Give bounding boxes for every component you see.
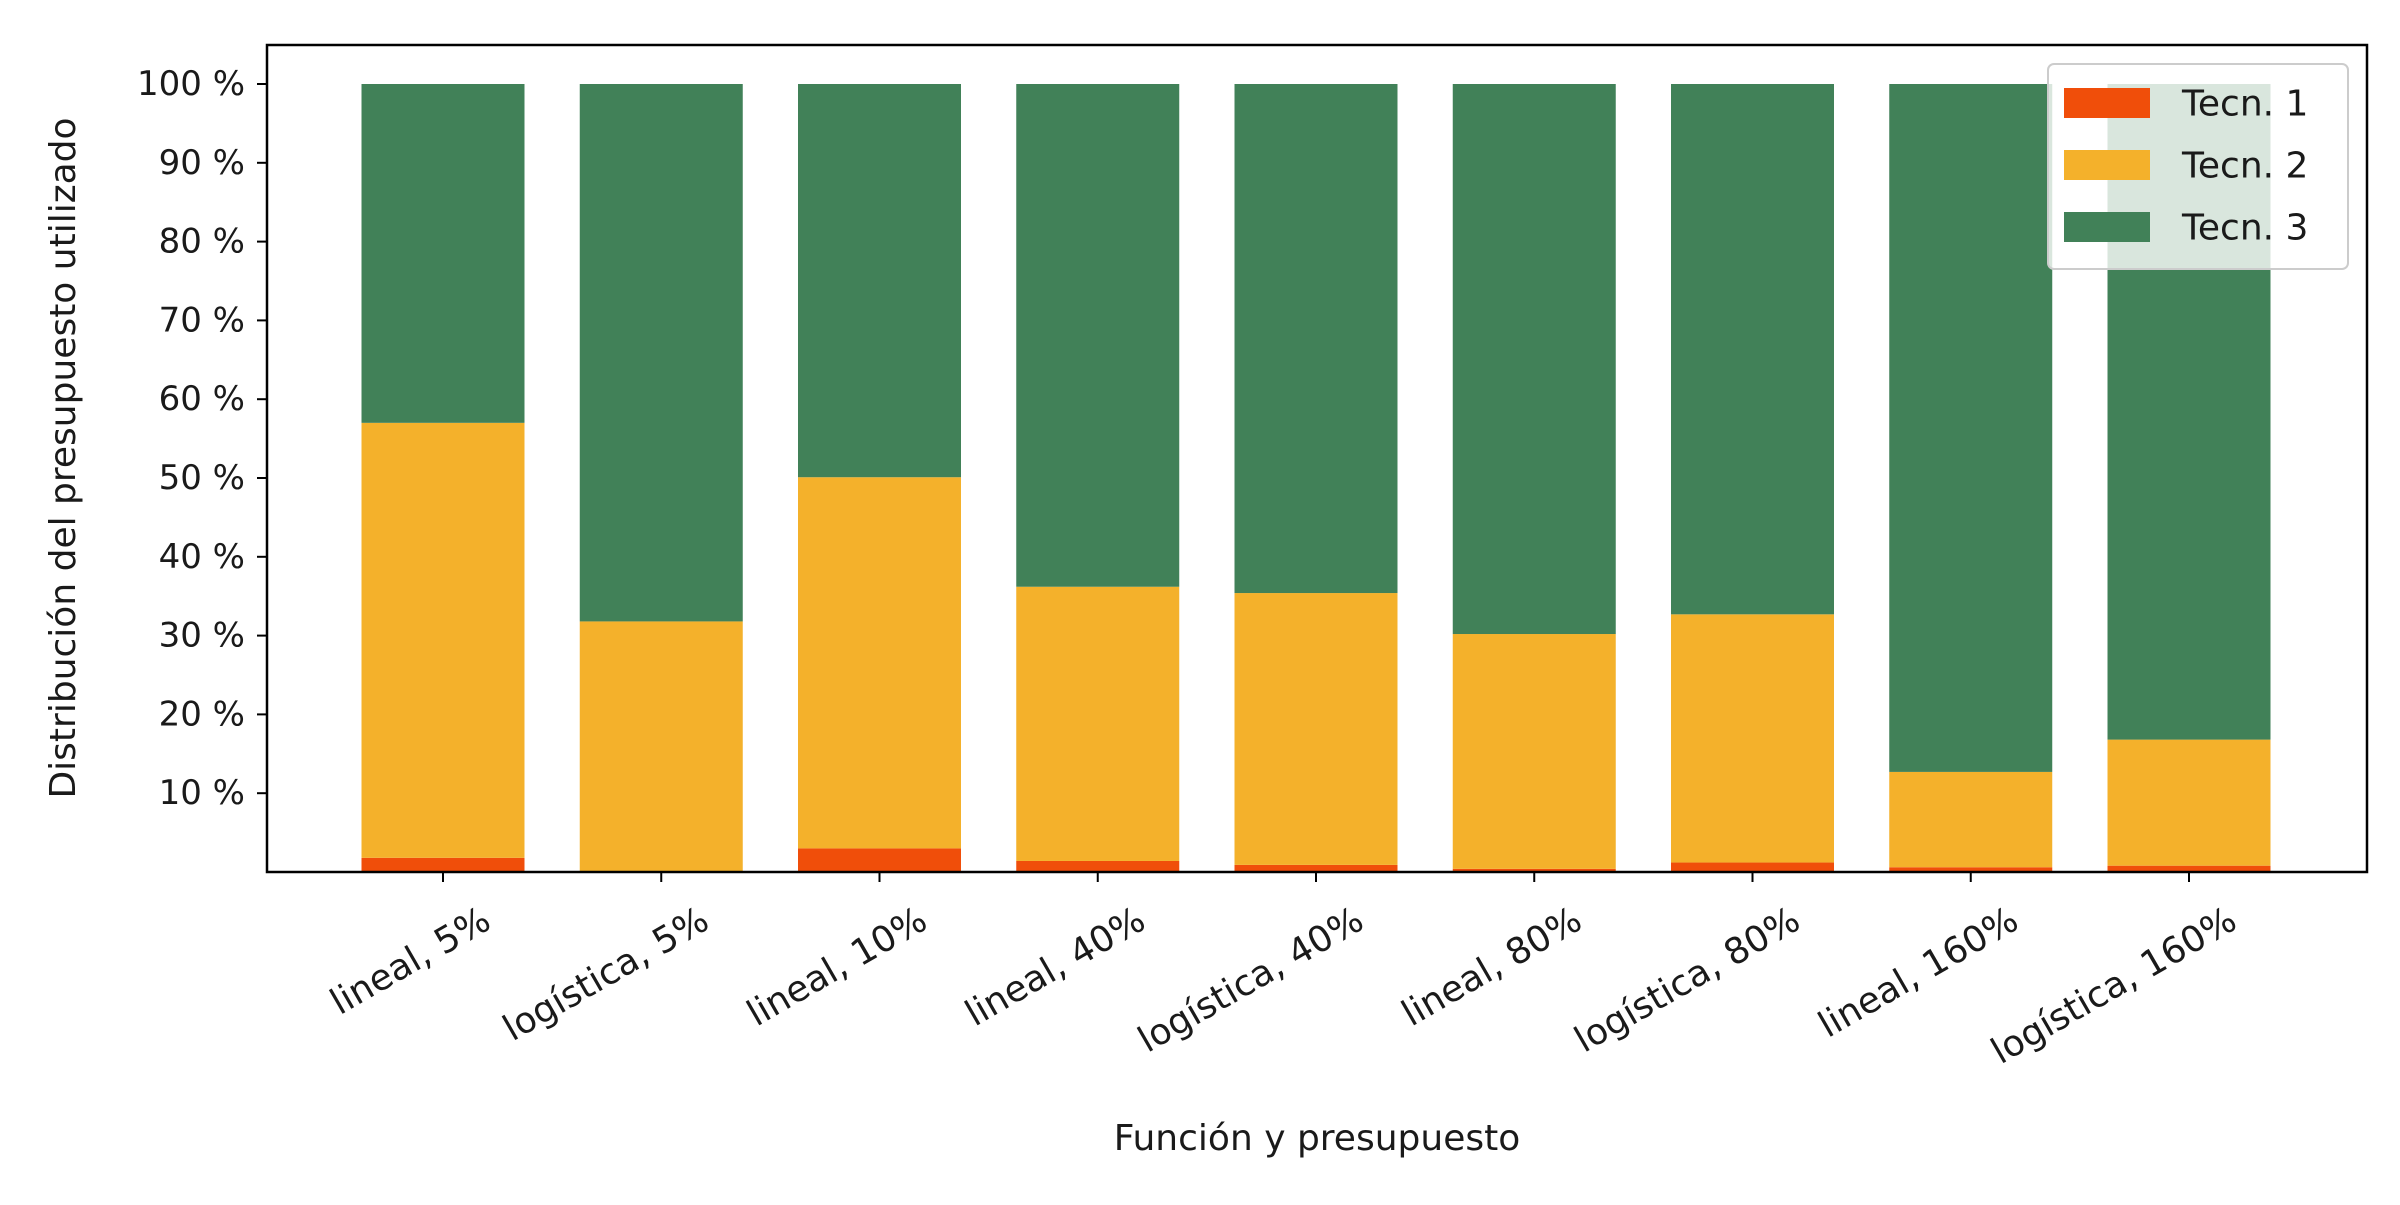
- y-tick-label: 40 %: [159, 537, 245, 577]
- bar-segment-1: [2107, 865, 2271, 872]
- x-tick-label: lineal, 5%: [324, 899, 498, 1023]
- x-tick-label: lineal, 160%: [1812, 899, 2025, 1046]
- bar-segment-2: [2107, 739, 2271, 866]
- y-tick-label: 60 %: [159, 379, 245, 419]
- bar-segment-2: [1671, 614, 1834, 863]
- bar-segment-1: [361, 857, 525, 872]
- bar-segment-1: [1671, 862, 1834, 872]
- bar-segment-3: [798, 84, 961, 478]
- legend-swatch-2: [2064, 150, 2150, 180]
- legend: Tecn. 1 Tecn. 2 Tecn. 3: [2047, 63, 2349, 270]
- x-tick-label: lineal, 80%: [1395, 899, 1589, 1034]
- bar-segment-2: [798, 477, 961, 849]
- bar-segment-1: [1889, 867, 2053, 872]
- x-tick-label: logística, 5%: [496, 899, 715, 1049]
- bar-segment-2: [1452, 634, 1616, 869]
- y-axis: 10 % 20 % 30 % 40 % 50 % 60 % 70 % 80 % 90 % 100 …: [137, 64, 267, 813]
- bar-segment-3: [1671, 84, 1834, 615]
- x-tick-label: logística, 160%: [1984, 899, 2243, 1072]
- bar-segment-2: [579, 621, 743, 872]
- legend-label-1: Tecn. 1: [2181, 84, 2308, 125]
- bar-segment-3: [361, 84, 525, 423]
- legend-label-3: Tecn. 3: [2181, 208, 2308, 249]
- x-tick-label: lineal, 10%: [740, 899, 934, 1034]
- x-axis-label: Función y presupuesto: [1114, 1118, 1521, 1159]
- bar-segment-1: [1234, 864, 1398, 872]
- bar-segment-2: [361, 422, 525, 858]
- y-tick-label: 100 %: [137, 64, 245, 104]
- y-tick-label: 20 %: [159, 694, 245, 734]
- bar-segment-3: [1234, 84, 1398, 594]
- legend-swatch-1: [2064, 88, 2150, 118]
- bar-segment-2: [1016, 586, 1180, 861]
- bars-layer: [361, 84, 2271, 872]
- bar-segment-3: [579, 84, 743, 622]
- y-axis-label: Distribución del presupuesto utilizado: [43, 117, 84, 798]
- y-tick-label: 30 %: [159, 616, 245, 656]
- bar-segment-1: [1452, 868, 1616, 872]
- legend-swatch-3: [2064, 212, 2150, 242]
- y-tick-label: 50 %: [159, 458, 245, 498]
- bar-segment-1: [798, 848, 961, 872]
- bar-segment-2: [1889, 771, 2053, 868]
- bar-segment-3: [1889, 84, 2053, 772]
- bar-segment-3: [1016, 84, 1180, 587]
- bar-segment-3: [1452, 84, 1616, 635]
- y-tick-label: 80 %: [159, 222, 245, 262]
- y-tick-label: 10 %: [159, 773, 245, 813]
- bar-segment-2: [1234, 593, 1398, 865]
- x-axis: lineal, 5%logística, 5% lineal, 10% lineal…: [324, 872, 2244, 1073]
- bar-segment-1: [1016, 860, 1180, 872]
- x-tick-label: logística, 80%: [1568, 899, 1807, 1061]
- x-tick-label: logística, 40%: [1131, 899, 1370, 1061]
- x-tick-label: lineal, 40%: [959, 899, 1153, 1034]
- y-tick-label: 70 %: [159, 300, 245, 340]
- legend-label-2: Tecn. 2: [2181, 146, 2308, 187]
- y-tick-label: 90 %: [159, 143, 245, 183]
